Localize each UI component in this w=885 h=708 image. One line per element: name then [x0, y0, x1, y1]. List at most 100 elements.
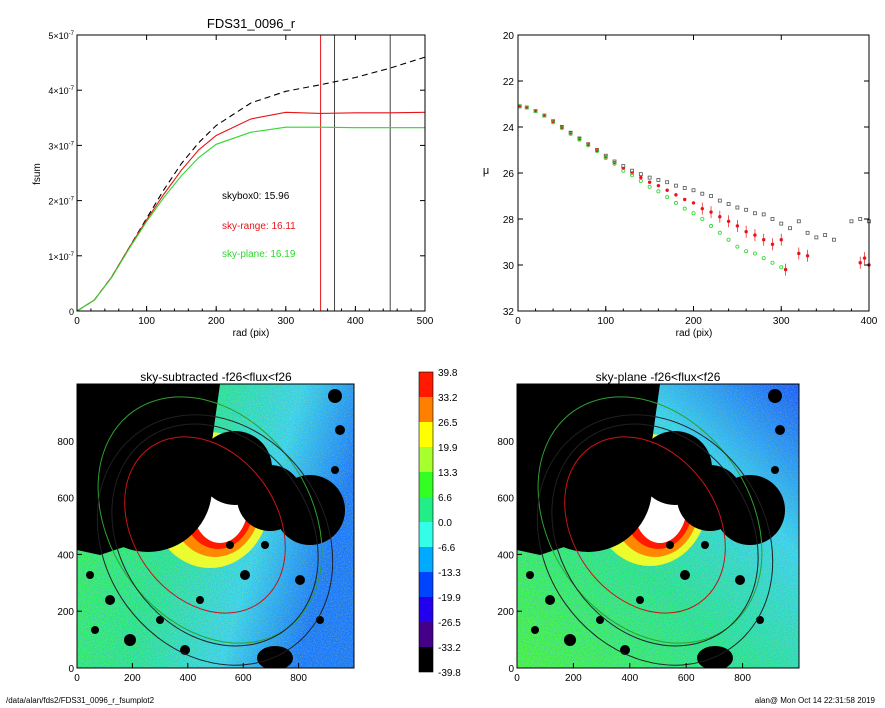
colorbar-label: 33.2	[438, 393, 458, 404]
colorbar-swatch	[419, 447, 433, 472]
colorbar-swatch	[419, 372, 433, 397]
annotation-skybox0: skybox0: 15.96	[222, 191, 290, 202]
mu-point-red	[709, 210, 713, 214]
panel1-xtick-label: 0	[74, 316, 80, 327]
aperture-ellipses	[96, 396, 334, 666]
colorbar-frame	[418, 371, 434, 673]
mu-point-red	[735, 224, 740, 228]
panel2-ylabel: μ	[483, 165, 489, 177]
panel1-ytick-label: 2×10-7	[48, 197, 74, 207]
colorbar-label: -13.3	[438, 568, 461, 579]
mu-point-red	[518, 104, 522, 109]
panel3-xtick-label: 400	[179, 673, 196, 684]
panel2-ytick-label: 32	[503, 307, 515, 318]
mu-point-red	[683, 197, 687, 202]
colorbar-swatch	[419, 422, 433, 447]
mu-point-green	[726, 237, 731, 242]
panel2-xtick-label: 200	[685, 316, 702, 327]
mu-point-red	[718, 215, 722, 219]
mu-point-green	[700, 216, 705, 221]
mu-point-green	[612, 161, 617, 166]
colorbar-label: 19.9	[438, 443, 458, 454]
mu-point-gray	[647, 175, 652, 180]
mu-point-red	[783, 267, 788, 272]
panel2-xtick-label: 400	[861, 316, 878, 327]
mu-point-green	[551, 120, 556, 125]
colorbar-swatch	[419, 547, 433, 572]
panel4-ytick-label: 200	[497, 607, 514, 618]
mu-point-red	[604, 155, 608, 159]
mu-point-green	[709, 223, 714, 228]
mu-point-red	[577, 136, 582, 141]
mu-point-green	[682, 206, 687, 211]
mu-point-green	[621, 168, 626, 173]
mu-point-red	[770, 242, 775, 246]
mu-point-red	[551, 119, 555, 123]
mu-point-green	[630, 173, 635, 178]
mu-point-red	[560, 125, 564, 129]
mu-point-red	[656, 183, 661, 188]
colorbar-label: -6.6	[438, 543, 456, 554]
panel4-xtick-label: 400	[621, 673, 638, 684]
mu-point-green	[656, 189, 661, 194]
panel1-xtick-label: 300	[277, 316, 294, 327]
colorbar-label: -39.8	[438, 668, 461, 679]
mu-point-red	[665, 188, 669, 192]
mu-point-red	[700, 206, 704, 211]
colorbar-swatch	[419, 622, 433, 647]
panel4-title: sky-plane -f26<flux<f26	[596, 370, 721, 384]
mu-point-gray	[805, 230, 810, 235]
colorbar-label: -26.5	[438, 618, 461, 629]
aperture-ellipses	[536, 396, 774, 666]
mu-point-red	[525, 105, 529, 110]
colorbar-swatch	[419, 397, 433, 422]
mu-point-green	[586, 143, 591, 148]
mu-point-green	[559, 126, 564, 131]
panel2-xtick-label: 0	[515, 316, 521, 327]
fsum-panel: FDS31_0096_r rad (pix) fsum skybox0: 15.…	[32, 16, 434, 339]
panel2-ytick-label: 22	[503, 77, 515, 88]
panel2-xtick-label: 100	[597, 316, 614, 327]
colorbar-swatch	[419, 597, 433, 622]
mu-point-gray	[726, 202, 731, 206]
fsum-series-2	[76, 126, 425, 312]
mu-point-green	[665, 195, 670, 200]
mu-point-red	[639, 175, 643, 180]
mu-point-gray	[638, 172, 643, 177]
panel4-xtick-label: 800	[734, 673, 751, 684]
panel1-frame	[76, 34, 426, 312]
panel3-ytick-label: 0	[68, 664, 74, 675]
mu-point-gray	[832, 237, 836, 242]
mu-point-green	[770, 260, 775, 265]
footer-user-timestamp: alan@ Mon Oct 14 22:31:58 2019	[754, 696, 875, 705]
mu-point-gray	[709, 194, 713, 198]
colorbar-label: -33.2	[438, 643, 461, 654]
panel2-xtick-label: 300	[773, 316, 790, 327]
panel1-ylabel: fsum	[32, 163, 43, 185]
mu-point-green	[533, 108, 538, 113]
panel3-ytick-label: 400	[57, 550, 74, 561]
panel3-frame	[76, 383, 355, 669]
mu-point-gray	[656, 177, 661, 182]
mu-point-gray	[814, 235, 819, 240]
panel3-ytick-label: 600	[57, 494, 74, 505]
panel3-title: sky-subtracted -f26<flux<f26	[140, 370, 292, 384]
mu-point-red	[586, 142, 590, 146]
panel2-xlabel: rad (pix)	[676, 328, 713, 339]
mu-point-gray	[700, 191, 705, 196]
panel4-ytick-label: 0	[508, 664, 514, 675]
mu-point-gray	[717, 198, 722, 203]
mu-point-gray	[770, 217, 775, 221]
panel2-frame	[517, 34, 870, 312]
mu-point-green	[568, 131, 573, 136]
panel3-xtick-label: 200	[124, 673, 141, 684]
mu-point-red	[862, 256, 867, 260]
panel2-ytick-label: 30	[503, 261, 515, 272]
mu-point-green	[577, 137, 582, 142]
mu-point-green	[717, 230, 722, 235]
fsum-series-0	[76, 56, 426, 312]
mu-point-green	[761, 256, 766, 261]
mu-point-gray	[779, 221, 784, 226]
mu-point-green	[542, 113, 547, 118]
